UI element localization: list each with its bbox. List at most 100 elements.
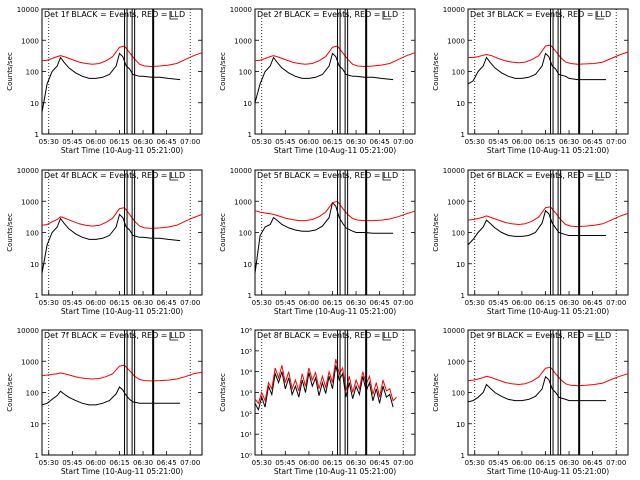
y-tick-label: 100 bbox=[26, 230, 39, 238]
x-tick-label: 06:00 bbox=[512, 459, 532, 467]
detector-panel: Det 2f BLACK = Events, RED = LLD Counts/s… bbox=[219, 6, 416, 155]
x-tick-label: 07:00 bbox=[606, 138, 626, 146]
y-tick-label: 10¹ bbox=[240, 431, 252, 439]
y-axis-label: Counts/sec bbox=[219, 373, 227, 412]
x-tick-label: 05:45 bbox=[275, 138, 295, 146]
y-axis-label: Counts/sec bbox=[432, 213, 440, 252]
detector-panel: Det 8f BLACK = Events, RED = LLD Counts/s… bbox=[219, 327, 416, 476]
y-tick-label: 1000 bbox=[234, 198, 252, 206]
detector-panel: Det 7f BLACK = Events, RED = LLD Counts/s… bbox=[6, 327, 203, 476]
y-tick-label: 100 bbox=[239, 69, 252, 77]
plot-frame bbox=[41, 169, 203, 296]
x-tick-label: 06:30 bbox=[346, 299, 366, 307]
plot-frame bbox=[467, 8, 629, 135]
x-tick-label: 06:45 bbox=[157, 138, 177, 146]
black-events-line bbox=[254, 52, 394, 103]
panel-title: Det 5f BLACK = Events, RED = LLD bbox=[257, 171, 398, 180]
detector-panel: Det 9f BLACK = Events, RED = LLD Counts/s… bbox=[432, 327, 629, 476]
x-tick-label: 06:30 bbox=[133, 299, 153, 307]
x-tick-label: 06:00 bbox=[86, 459, 106, 467]
y-tick-label: 10 bbox=[243, 100, 252, 108]
y-tick-label: 10 bbox=[456, 100, 465, 108]
x-axis-label: Start Time (10-Aug-11 05:21:00) bbox=[487, 146, 609, 155]
x-tick-label: 06:45 bbox=[583, 459, 603, 467]
x-tick-label: 06:00 bbox=[299, 459, 319, 467]
x-tick-label: 05:45 bbox=[488, 459, 508, 467]
plot-frame bbox=[467, 329, 629, 456]
x-tick-label: 07:00 bbox=[393, 299, 413, 307]
x-axis-label: Start Time (10-Aug-11 05:21:00) bbox=[487, 467, 609, 476]
x-tick-label: 05:30 bbox=[252, 138, 272, 146]
y-tick-label: 10³ bbox=[240, 390, 252, 398]
x-tick-label: 07:00 bbox=[393, 459, 413, 467]
y-tick-label: 10000 bbox=[230, 167, 252, 175]
black-events-line bbox=[467, 375, 607, 403]
panel-title: Det 2f BLACK = Events, RED = LLD bbox=[257, 10, 398, 19]
y-tick-label: 10 bbox=[456, 421, 465, 429]
x-tick-label: 05:45 bbox=[62, 138, 82, 146]
x-axis-label: Start Time (10-Aug-11 05:21:00) bbox=[487, 307, 609, 316]
red-lld-line bbox=[254, 200, 416, 222]
red-lld-line bbox=[254, 45, 416, 68]
detector-panel: Det 3f BLACK = Events, RED = LLD Counts/s… bbox=[432, 6, 629, 155]
panel-title: Det 1f BLACK = Events, RED = LLD bbox=[44, 10, 185, 19]
x-tick-label: 07:00 bbox=[606, 299, 626, 307]
x-tick-label: 06:30 bbox=[133, 138, 153, 146]
y-tick-label: 1 bbox=[248, 292, 252, 300]
y-axis-label: Counts/sec bbox=[6, 373, 14, 412]
x-tick-label: 06:15 bbox=[322, 299, 342, 307]
panel-title: Det 4f BLACK = Events, RED = LLD bbox=[44, 171, 185, 180]
x-tick-label: 05:45 bbox=[62, 299, 82, 307]
x-tick-label: 07:00 bbox=[180, 138, 200, 146]
x-tick-label: 07:00 bbox=[393, 138, 413, 146]
bracket-marker bbox=[595, 11, 604, 20]
y-tick-label: 1 bbox=[461, 131, 465, 139]
y-tick-label: 1000 bbox=[21, 198, 39, 206]
y-tick-label: 100 bbox=[452, 230, 465, 238]
x-tick-label: 05:30 bbox=[252, 459, 272, 467]
x-tick-label: 06:45 bbox=[370, 459, 390, 467]
black-events-line bbox=[41, 213, 181, 274]
black-events-line bbox=[467, 209, 607, 246]
x-tick-label: 05:45 bbox=[488, 138, 508, 146]
x-tick-label: 06:15 bbox=[322, 138, 342, 146]
y-tick-label: 100 bbox=[452, 69, 465, 77]
black-events-line bbox=[41, 52, 181, 113]
x-tick-label: 05:30 bbox=[39, 138, 59, 146]
y-tick-label: 100 bbox=[239, 230, 252, 238]
x-tick-label: 05:45 bbox=[275, 459, 295, 467]
red-lld-line bbox=[468, 44, 629, 65]
bracket-marker bbox=[382, 332, 391, 341]
x-tick-label: 06:45 bbox=[583, 138, 603, 146]
y-tick-label: 10000 bbox=[230, 6, 252, 14]
panel-title: Det 9f BLACK = Events, RED = LLD bbox=[470, 331, 611, 340]
y-tick-label: 10 bbox=[456, 261, 465, 269]
x-tick-label: 06:15 bbox=[535, 459, 555, 467]
x-tick-label: 05:45 bbox=[488, 299, 508, 307]
x-tick-label: 05:30 bbox=[465, 459, 485, 467]
y-tick-label: 1000 bbox=[21, 37, 39, 45]
panel-title: Det 6f BLACK = Events, RED = LLD bbox=[470, 171, 611, 180]
y-axis-label: Counts/sec bbox=[432, 373, 440, 412]
plot-frame bbox=[254, 8, 416, 135]
y-tick-label: 10 bbox=[30, 421, 39, 429]
x-tick-label: 05:30 bbox=[252, 299, 272, 307]
y-axis-label: Counts/sec bbox=[6, 52, 14, 91]
x-tick-label: 05:30 bbox=[39, 299, 59, 307]
x-tick-label: 05:30 bbox=[465, 299, 485, 307]
y-tick-label: 1000 bbox=[21, 358, 39, 366]
detector-panel: Det 1f BLACK = Events, RED = LLD Counts/s… bbox=[6, 6, 203, 155]
bracket-marker bbox=[382, 172, 391, 181]
y-tick-label: 1000 bbox=[447, 37, 465, 45]
red-lld-line bbox=[41, 364, 203, 382]
x-tick-label: 06:15 bbox=[109, 299, 129, 307]
x-axis-label: Start Time (10-Aug-11 05:21:00) bbox=[61, 146, 183, 155]
x-tick-label: 07:00 bbox=[180, 299, 200, 307]
x-tick-label: 07:00 bbox=[180, 459, 200, 467]
plot-frame bbox=[467, 169, 629, 296]
y-tick-label: 1 bbox=[461, 292, 465, 300]
x-tick-label: 06:30 bbox=[346, 138, 366, 146]
panel-title: Det 8f BLACK = Events, RED = LLD bbox=[257, 331, 398, 340]
black-events-line bbox=[254, 365, 394, 412]
x-tick-label: 06:15 bbox=[109, 138, 129, 146]
